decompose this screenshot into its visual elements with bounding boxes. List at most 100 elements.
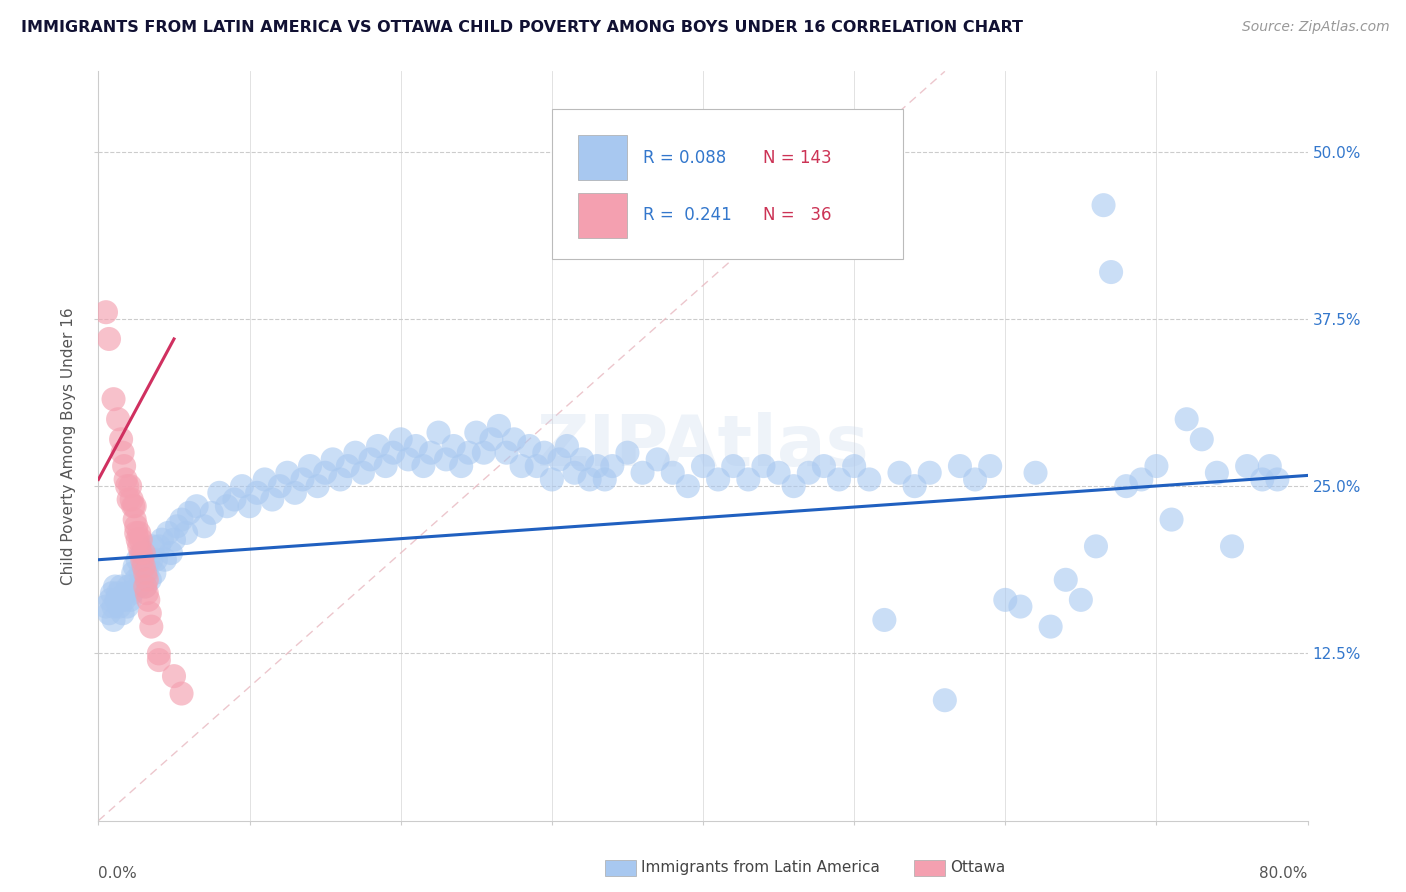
Point (828, 473, 851, 487)
Point (111, 446, 134, 460)
Point (593, 473, 616, 487)
Point (540, 473, 562, 487)
Point (481, 433, 503, 447)
Point (98, 332, 121, 346)
Point (723, 459, 745, 474)
Point (148, 653, 170, 667)
Point (586, 459, 609, 474)
Point (110, 433, 132, 447)
Point (118, 492, 141, 507)
Point (132, 546, 155, 560)
Point (163, 669, 186, 683)
Point (510, 459, 533, 474)
Point (124, 559, 146, 574)
Point (768, 466, 790, 480)
Point (253, 473, 276, 487)
Point (115, 599, 138, 614)
Point (111, 607, 134, 621)
Text: ZIPAtlas: ZIPAtlas (537, 411, 869, 481)
Point (526, 459, 548, 474)
Point (143, 566, 166, 581)
Point (201, 506, 224, 520)
Point (533, 446, 555, 460)
Point (246, 486, 269, 500)
Point (239, 500, 262, 514)
Point (94, 599, 117, 614)
Point (813, 459, 835, 474)
Point (127, 553, 149, 567)
Point (647, 452, 669, 467)
Point (120, 593, 142, 607)
Point (128, 539, 150, 553)
Point (110, 580, 132, 594)
Point (142, 539, 165, 553)
Point (797, 466, 820, 480)
Point (135, 573, 157, 587)
Point (1024, 466, 1046, 480)
Point (616, 446, 638, 460)
Point (139, 573, 162, 587)
Text: IMMIGRANTS FROM LATIN AMERICA VS OTTAWA CHILD POVERTY AMONG BOYS UNDER 16 CORREL: IMMIGRANTS FROM LATIN AMERICA VS OTTAWA … (21, 20, 1024, 35)
Point (127, 533, 149, 547)
Point (1236, 459, 1258, 474)
Point (148, 539, 170, 553)
Point (134, 580, 156, 594)
Point (844, 459, 866, 474)
Point (121, 492, 143, 507)
Point (1175, 412, 1198, 426)
Point (949, 459, 972, 474)
Point (1160, 513, 1182, 527)
Point (396, 452, 419, 467)
Point (148, 646, 170, 660)
Point (170, 513, 193, 527)
Point (934, 693, 956, 707)
Point (134, 566, 156, 581)
Point (1220, 539, 1243, 553)
Point (291, 473, 314, 487)
Point (389, 433, 412, 447)
Point (120, 479, 142, 493)
Point (112, 593, 135, 607)
Point (783, 479, 806, 493)
Point (374, 459, 396, 474)
Point (128, 580, 150, 594)
Point (131, 546, 153, 560)
Point (107, 586, 129, 600)
Point (103, 599, 125, 614)
Point (122, 500, 145, 514)
Point (517, 439, 540, 453)
Point (114, 586, 136, 600)
Point (129, 566, 152, 581)
Point (170, 687, 193, 701)
Point (108, 599, 131, 614)
Point (156, 526, 179, 541)
Point (132, 559, 155, 574)
Y-axis label: Child Poverty Among Boys Under 16: Child Poverty Among Boys Under 16 (60, 307, 76, 585)
Point (132, 559, 155, 574)
Point (314, 466, 336, 480)
Point (1010, 599, 1032, 614)
Text: Source: ZipAtlas.com: Source: ZipAtlas.com (1241, 20, 1389, 34)
Point (139, 607, 162, 621)
Point (1130, 473, 1153, 487)
Point (979, 459, 1001, 474)
Text: 80.0%: 80.0% (1260, 865, 1308, 880)
Point (352, 466, 374, 480)
Point (129, 546, 152, 560)
Point (136, 553, 159, 567)
Point (121, 586, 143, 600)
Point (208, 486, 231, 500)
Text: R = 0.088: R = 0.088 (643, 149, 725, 167)
Point (472, 446, 495, 460)
Point (153, 553, 176, 567)
Point (1191, 433, 1213, 447)
Point (889, 466, 911, 480)
Point (224, 492, 246, 507)
Point (1258, 459, 1281, 474)
Point (98, 607, 121, 621)
Point (150, 533, 173, 547)
Point (135, 566, 157, 581)
Point (457, 446, 479, 460)
Point (262, 492, 284, 507)
Point (145, 553, 167, 567)
